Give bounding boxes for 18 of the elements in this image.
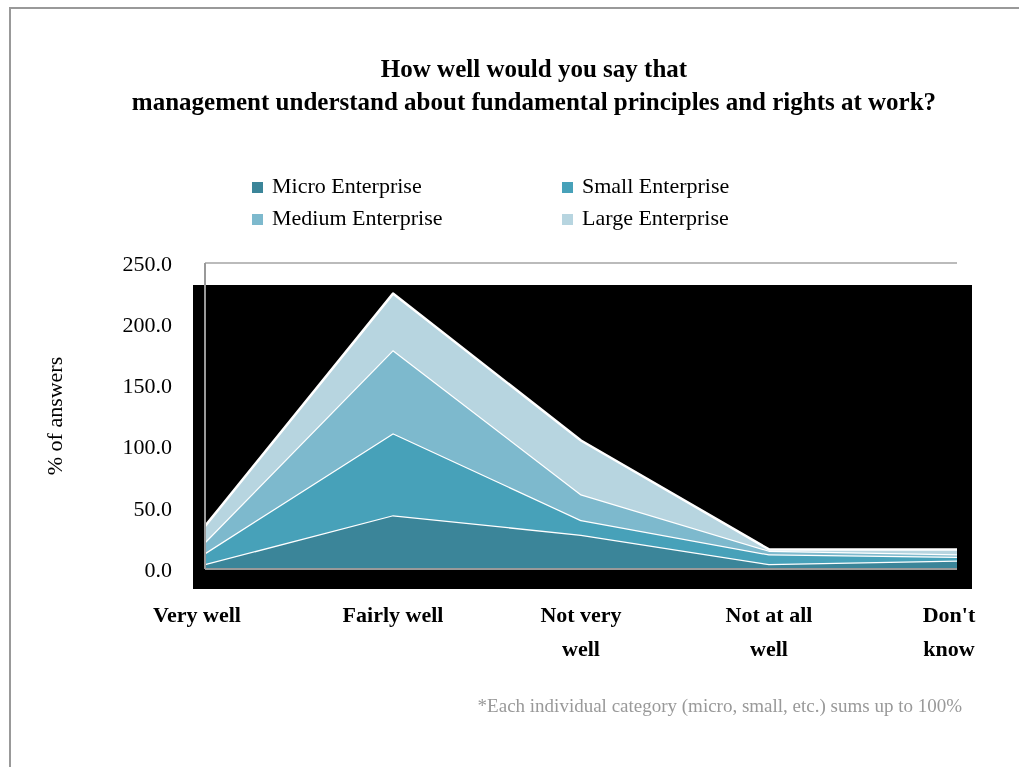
x-tick-label: Not very well — [540, 602, 622, 661]
x-tick-label: Don't know — [922, 602, 976, 661]
x-tick-label: Very well — [153, 602, 241, 627]
y-tick-label: 0.0 — [144, 556, 172, 582]
y-tick-label: 100.0 — [122, 434, 172, 460]
legend-label: Micro Enterprise — [272, 173, 422, 198]
y-tick-label: 50.0 — [133, 495, 172, 521]
x-tick-label: Fairly well — [342, 602, 444, 627]
legend-label: Small Enterprise — [582, 173, 730, 198]
y-axis-title: % of answers — [42, 356, 67, 476]
chart-title: How well would you say that management understand about fundamental principles and rights at work? — [131, 55, 937, 115]
legend-label: Large Enterprise — [582, 205, 729, 230]
y-tick-label: 150.0 — [122, 373, 172, 399]
legend-label: Medium Enterprise — [272, 205, 443, 230]
x-tick-label: Not at all well — [725, 602, 813, 661]
y-tick-label: 200.0 — [122, 311, 172, 337]
text: *Each individual category (micro, small, etc.) sums up to 100% — [477, 695, 963, 717]
y-tick-label: 250.0 — [122, 250, 172, 276]
